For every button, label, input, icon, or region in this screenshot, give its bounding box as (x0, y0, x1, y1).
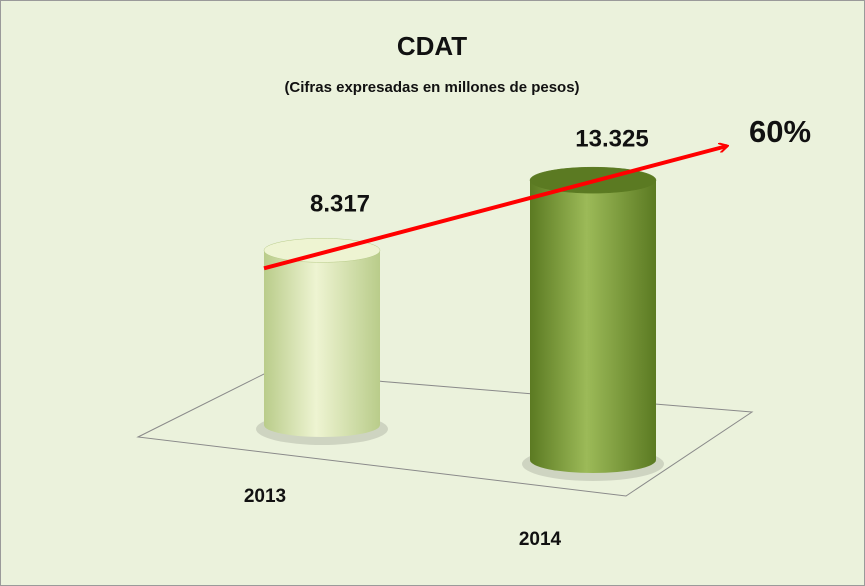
annotation: 60% (749, 114, 811, 149)
bar (263, 238, 381, 437)
x-tick-label: 2013 (244, 486, 286, 507)
x-tick-label: 2014 (519, 529, 562, 550)
growth-arrow (263, 146, 727, 271)
floor (136, 371, 754, 497)
bar-body (530, 180, 656, 474)
bar (529, 166, 657, 474)
data-label: 8.317 (310, 190, 370, 217)
data-label: 13.325 (575, 125, 648, 152)
bar-body (264, 250, 380, 437)
chart-title: CDAT (397, 31, 467, 61)
chart-subtitle: (Cifras expresadas en millones de pesos) (284, 79, 579, 96)
